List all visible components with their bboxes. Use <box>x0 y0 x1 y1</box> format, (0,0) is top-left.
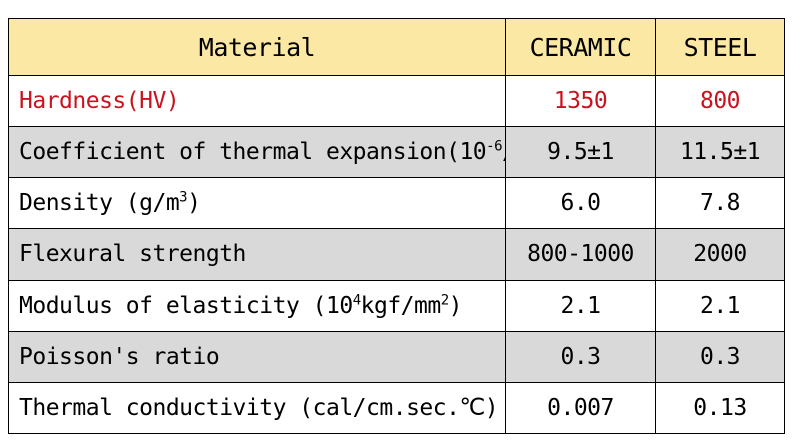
steel-value: 2000 <box>655 228 785 281</box>
row-label-text: kgf/mm <box>360 292 442 319</box>
row-label-superscript: 4 <box>352 291 361 308</box>
material-comparison-table: Material CERAMIC STEEL Hardness(HV) 1350… <box>8 18 785 435</box>
row-label: Thermal conductivity (cal/cm.sec.℃) <box>8 381 506 435</box>
ceramic-value: 2.1 <box>505 279 656 332</box>
table-row-modulus-elasticity: Modulus of elasticity (104kgf/mm2) 2.1 2… <box>8 279 785 332</box>
material-comparison-table-wrapper: Material CERAMIC STEEL Hardness(HV) 1350… <box>8 18 785 435</box>
table-row-poissons-ratio: Poisson's ratio 0.3 0.3 <box>8 330 785 383</box>
ceramic-value: 800-1000 <box>505 228 656 281</box>
row-label-text: Modulus of elasticity (10 <box>19 292 353 319</box>
row-label: Coefficient of thermal expansion(10-6/℃) <box>8 126 506 179</box>
row-label-text: ) <box>187 190 201 217</box>
header-material: Material <box>8 18 506 76</box>
steel-value: 0.13 <box>655 381 785 435</box>
header-ceramic: CERAMIC <box>505 18 656 76</box>
table-row-flexural-strength: Flexural strength 800-1000 2000 <box>8 228 785 281</box>
steel-value: 11.5±1 <box>655 126 785 179</box>
header-row: Material CERAMIC STEEL <box>8 18 785 76</box>
row-label-text: Coefficient of thermal expansion(10 <box>19 139 487 166</box>
row-label-superscript: 2 <box>440 291 449 308</box>
row-label-text: Density (g/m <box>19 190 180 217</box>
steel-value: 7.8 <box>655 177 785 230</box>
table-row-thermal-expansion: Coefficient of thermal expansion(10-6/℃)… <box>8 126 785 179</box>
table-row-density: Density (g/m3) 6.0 7.8 <box>8 177 785 230</box>
row-label: Modulus of elasticity (104kgf/mm2) <box>8 279 506 332</box>
header-steel: STEEL <box>655 18 785 76</box>
table-row-hardness: Hardness(HV) 1350 800 <box>8 74 785 128</box>
table-row-thermal-conductivity: Thermal conductivity (cal/cm.sec.℃) 0.00… <box>8 381 785 435</box>
row-label-text: ) <box>448 292 463 319</box>
steel-value: 0.3 <box>655 330 785 383</box>
row-label-superscript: 3 <box>179 189 188 206</box>
ceramic-value: 6.0 <box>505 177 656 230</box>
ceramic-value: 9.5±1 <box>505 126 656 179</box>
row-label-superscript: -6 <box>486 138 503 155</box>
ceramic-value: 0.007 <box>505 381 656 435</box>
row-label: Poisson's ratio <box>8 330 506 383</box>
steel-value: 2.1 <box>655 279 785 332</box>
ceramic-value: 1350 <box>505 74 656 128</box>
steel-value: 800 <box>655 74 785 128</box>
ceramic-value: 0.3 <box>505 330 656 383</box>
row-label: Density (g/m3) <box>8 177 506 230</box>
row-label-text: /℃) <box>502 139 504 165</box>
row-label: Hardness(HV) <box>8 74 506 128</box>
row-label: Flexural strength <box>8 228 506 281</box>
